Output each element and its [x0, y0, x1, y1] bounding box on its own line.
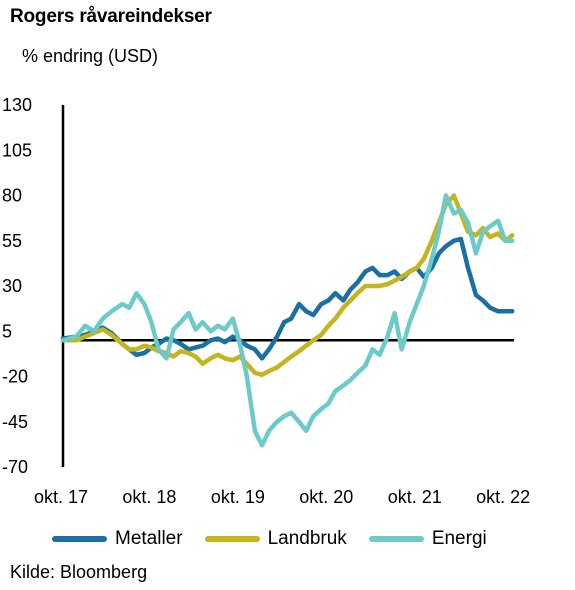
series-line-energi [60, 193, 515, 448]
legend-label-landbruk: Landbruk [267, 528, 347, 549]
legend-swatch-landbruk [204, 536, 260, 542]
y-axis-ticks: 130 105 80 55 30 5 -20 -45 -70 [2, 95, 32, 477]
legend-label-metaller: Metaller [115, 528, 183, 549]
x-tick-label: okt. 21 [388, 487, 442, 507]
legend-label-energi: Energi [431, 528, 487, 549]
legend-swatch-energi [368, 536, 424, 542]
legend-swatch-metaller [52, 536, 107, 542]
y-tick-label: 105 [2, 140, 32, 160]
x-tick-label: okt. 22 [476, 487, 530, 507]
x-axis-ticks: okt. 17 okt. 18 okt. 19 okt. 20 okt. 21 okt. … [34, 487, 530, 507]
y-tick-label: 80 [2, 186, 22, 206]
x-tick-label: okt. 20 [299, 487, 353, 507]
y-tick-label: -20 [2, 367, 28, 387]
y-tick-label: 30 [2, 276, 22, 296]
series-line-landbruk [60, 193, 515, 377]
y-axis-unit-label: % endring (USD) [22, 46, 159, 66]
x-tick-label: okt. 17 [34, 487, 88, 507]
y-tick-label: -45 [2, 412, 28, 432]
x-tick-label: okt. 19 [211, 487, 265, 507]
legend: Metaller Landbruk Energi [52, 528, 509, 550]
x-tick-label: okt. 18 [122, 487, 176, 507]
chart-title: Rogers råvareindekser [10, 6, 212, 27]
y-tick-label: 5 [2, 321, 12, 341]
legend-item-landbruk: Landbruk [204, 528, 347, 550]
legend-item-metaller: Metaller [52, 528, 183, 550]
series-lines [60, 193, 515, 448]
y-tick-label: 55 [2, 231, 22, 251]
y-tick-label: -70 [2, 457, 28, 477]
y-tick-label: 130 [2, 95, 32, 115]
legend-item-energi: Energi [368, 528, 487, 550]
source-note: Kilde: Bloomberg [10, 562, 148, 582]
